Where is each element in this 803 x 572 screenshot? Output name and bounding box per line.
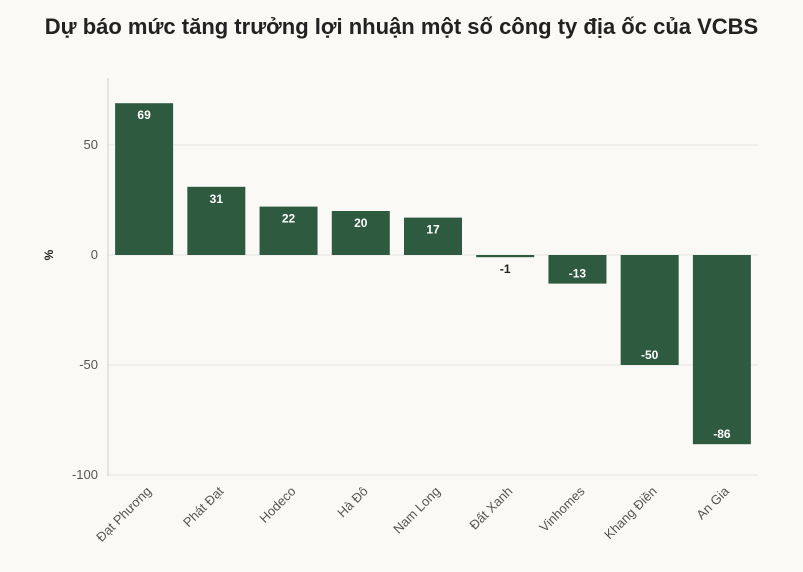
data-label: 20 [354,216,368,230]
y-axis: 50 0 -50 -100 [72,137,98,482]
data-label: 22 [282,212,296,226]
bar [692,255,751,445]
data-label: -1 [500,262,511,276]
y-tick-label: -50 [79,357,98,372]
bar [404,217,462,255]
bar [115,103,174,255]
data-labels: 69 31 22 20 17 -1 -13 -50 -86 [137,108,730,441]
y-tick-label: -100 [72,467,98,482]
bar [476,255,535,258]
x-tick-label: Hà Đô [334,484,371,521]
x-axis: Đạt Phương Phát Đạt Hodeco Hà Đô Nam Long Đất… [93,483,732,545]
x-tick-label: Hodeco [256,484,298,526]
data-label: 31 [210,192,224,206]
data-label: -13 [569,267,587,281]
chart-title: Dự báo mức tăng trưởng lợi nhuận một số … [44,14,759,39]
x-tick-label: Đạt Phương [93,484,154,545]
y-axis-label: % [42,249,56,260]
bar [548,255,607,284]
bars [115,103,751,445]
x-tick-label: Khang Điền [601,484,660,543]
bar [187,186,246,255]
bar [259,206,318,255]
x-tick-label: Vinhomes [536,483,588,535]
data-label: 69 [137,108,151,122]
x-tick-label: Nam Long [390,484,443,537]
y-tick-label: 0 [91,247,98,262]
y-tick-label: 50 [84,137,98,152]
x-tick-label: Đất Xanh [466,484,515,533]
data-label: -50 [641,348,659,362]
bar [331,211,390,255]
data-label: -86 [713,427,731,441]
x-tick-label: Phát Đạt [180,483,227,530]
data-label: 17 [426,223,440,237]
x-tick-label: An Gia [693,483,732,522]
bar [620,255,679,365]
